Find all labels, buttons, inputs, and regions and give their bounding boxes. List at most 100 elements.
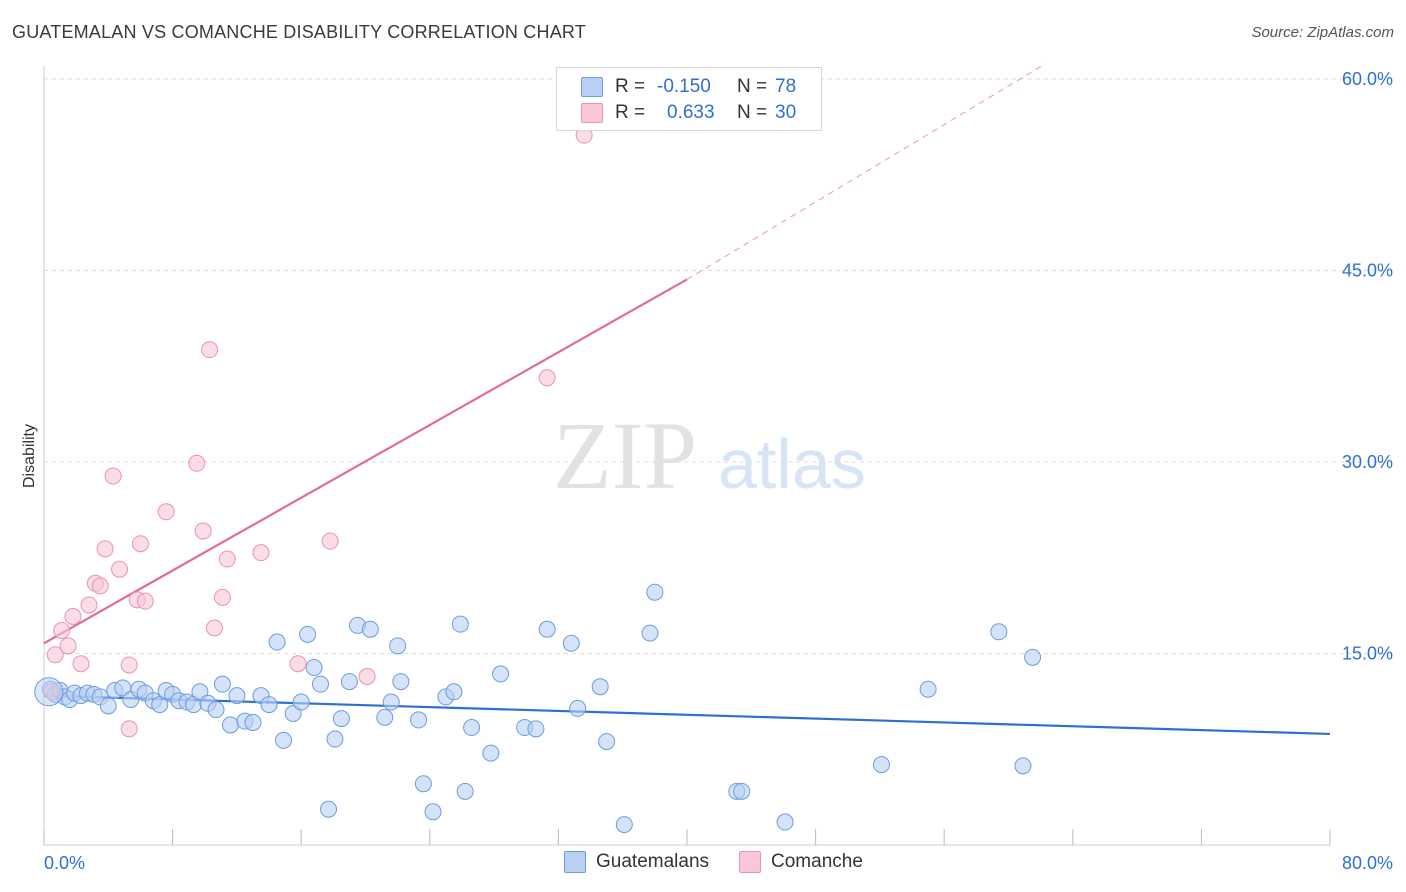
data-point-guatemalans [260,696,278,714]
data-point-guatemalans [332,710,350,728]
data-point-guatemalans [244,713,262,731]
legend-swatch-comanche [739,851,762,873]
trend-lines [43,63,1331,736]
tick-labels: 15.0% 30.0% 45.0% 60.0% 0.0% 80.0% [44,69,1393,873]
data-point-comanche [59,637,77,655]
data-point-guatemalans [776,813,794,831]
data-point-comanche [194,522,212,540]
data-point-comanche [91,577,109,595]
data-point-guatemalans [228,687,246,705]
data-point-guatemalans [284,705,302,723]
data-point-guatemalans [646,583,664,601]
data-point-guatemalans [34,677,64,707]
legend-swatch-guatemalans [564,851,586,873]
data-point-guatemalans [99,697,117,715]
data-point-guatemalans [275,731,293,749]
data-point-comanche [157,503,175,521]
data-point-guatemalans [1014,757,1032,775]
data-point-guatemalans [320,800,338,818]
data-point-guatemalans [340,673,358,691]
x-tick-label: 80.0% [1342,853,1393,873]
data-point-guatemalans [463,719,481,737]
legend-row-guatemalan: R = -0.150 N = 78 [581,75,796,99]
trend-line-comanche [43,278,688,645]
data-point-guatemalans [361,620,379,638]
legend-swatch-guatemalan [581,77,603,97]
data-point-guatemalans [410,711,428,729]
legend-r-value: -0.150 [657,76,711,97]
data-point-comanche [64,607,82,625]
data-point-guatemalans [538,620,556,638]
watermark: ZIP atlas [553,402,866,509]
data-point-guatemalans [268,633,286,651]
data-point-guatemalans [492,665,510,683]
data-point-comanche [205,619,223,637]
data-point-guatemalans [569,699,587,717]
data-point-comanche [213,588,231,606]
legend-row-comanche: R = 0.633 N = 30 [581,101,796,125]
data-point-guatemalans [382,693,400,711]
data-point-comanche [188,454,206,472]
y-tick-label: 60.0% [1342,69,1393,89]
legend-item-guatemalans: Guatemalans [564,851,709,873]
watermark-atlas: atlas [718,425,866,503]
y-tick-label: 30.0% [1342,452,1393,472]
data-point-guatemalans [311,675,329,693]
data-point-comanche [72,655,90,673]
y-tick-label: 15.0% [1342,644,1393,664]
data-point-guatemalans [414,775,432,793]
data-point-comanche [120,720,138,738]
legend-r-label: R = [615,76,646,97]
legend-n-value: 78 [775,76,797,97]
legend-r-value: 0.633 [667,102,715,123]
data-point-guatemalans [445,683,463,701]
data-point-guatemalans [990,623,1008,641]
data-point-comanche [201,341,219,359]
y-tick-label: 45.0% [1342,261,1393,281]
data-point-guatemalans [191,683,209,701]
data-points [34,126,1042,834]
data-point-guatemalans [389,637,407,655]
legend-swatch-comanche [581,103,603,123]
data-point-comanche [53,622,71,640]
data-point-guatemalans [733,782,751,800]
data-point-comanche [46,646,64,664]
data-point-guatemalans [873,756,891,774]
data-point-comanche [358,667,376,685]
data-point-comanche [96,540,114,558]
data-point-comanche [131,535,149,553]
legend-label-guatemalans: Guatemalans [596,851,710,872]
data-point-comanche [289,655,307,673]
data-point-comanche [252,544,270,562]
data-point-guatemalans [326,730,344,748]
data-point-guatemalans [615,816,633,834]
y-axis-label: Disability [21,423,38,489]
watermark-zip: ZIP [553,402,697,509]
trend-line-comanche-extension [686,63,1046,280]
data-point-guatemalans [213,675,231,693]
data-point-guatemalans [591,678,609,696]
data-point-guatemalans [292,693,310,711]
chart-title: GUATEMALAN VS COMANCHE DISABILITY CORREL… [12,22,586,42]
series-legend: Guatemalans Comanche [564,851,893,873]
legend-item-comanche: Comanche [739,851,863,873]
x-tick-label: 0.0% [44,853,85,873]
legend-label-comanche: Comanche [771,851,863,872]
data-point-guatemalans [392,673,410,691]
axes [43,66,1331,846]
data-point-comanche [120,656,138,674]
data-point-comanche [111,560,129,578]
data-point-guatemalans [207,701,225,719]
data-point-comanche [80,596,98,614]
data-point-guatemalans [527,720,545,738]
legend-r-label: R = [615,102,646,123]
data-point-guatemalans [456,782,474,800]
data-point-guatemalans [482,744,500,762]
legend-n-label: N = [737,76,768,97]
data-point-comanche [218,550,236,568]
data-point-guatemalans [919,680,937,698]
data-point-guatemalans [451,615,469,633]
data-point-guatemalans [1024,648,1042,666]
data-point-guatemalans [299,625,317,643]
